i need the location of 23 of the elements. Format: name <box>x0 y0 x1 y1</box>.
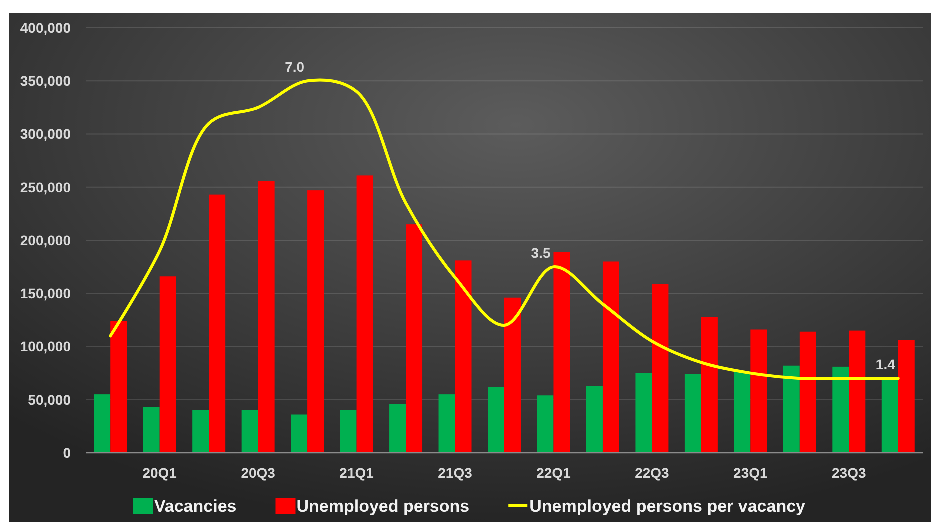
legend-label: Unemployed persons <box>296 497 470 516</box>
y-tick-label: 300,000 <box>20 126 72 142</box>
legend-label: Vacancies <box>154 497 237 516</box>
x-tick-label: 20Q1 <box>142 464 178 481</box>
y-tick-label: 250,000 <box>20 179 72 196</box>
x-tick-label: 21Q1 <box>340 464 374 481</box>
x-tick-label: 22Q3 <box>635 464 670 481</box>
data-label: 7.0 <box>285 59 305 76</box>
x-tick-label: 21Q3 <box>438 464 473 481</box>
y-tick-label: 100,000 <box>20 338 72 355</box>
x-tick-label: 23Q3 <box>832 464 866 481</box>
y-tick-label: 350,000 <box>20 73 72 90</box>
y-tick-label: 400,000 <box>20 20 72 36</box>
x-tick-label: 20Q3 <box>241 464 276 481</box>
x-tick-label: 23Q1 <box>734 464 768 481</box>
y-tick-label: 0 <box>63 444 72 461</box>
y-tick-label: 200,000 <box>20 232 72 248</box>
data-label: 3.5 <box>531 245 551 262</box>
legend-label: Unemployed persons per vacancy <box>530 497 806 516</box>
x-tick-label: 22Q1 <box>536 464 572 481</box>
y-tick-label: 150,000 <box>20 286 72 302</box>
y-tick-label: 50,000 <box>28 392 72 408</box>
data-label: 1.4 <box>876 356 896 373</box>
